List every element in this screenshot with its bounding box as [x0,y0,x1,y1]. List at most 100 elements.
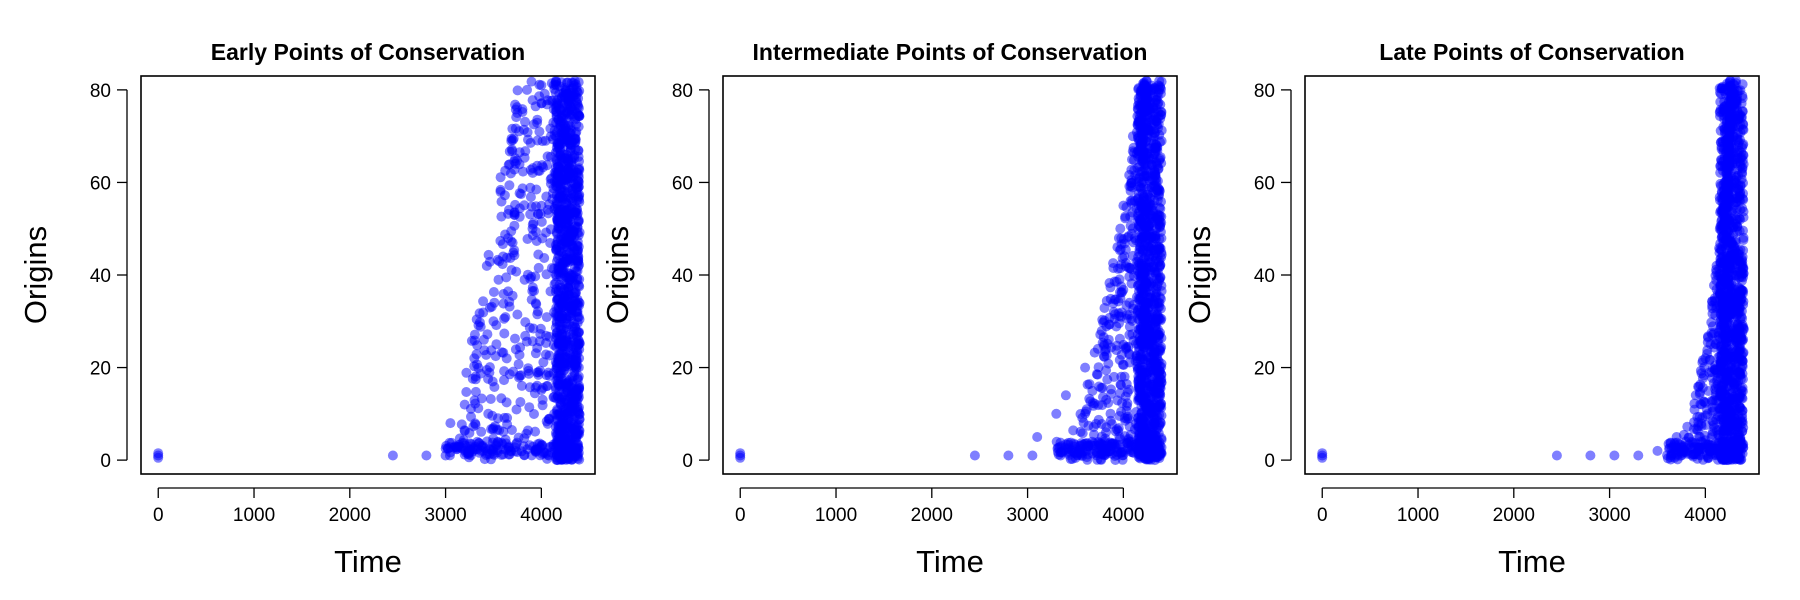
data-point [478,296,489,307]
y-axis-label: Origins [18,226,53,324]
data-point [1735,204,1746,215]
points-group [153,76,585,466]
data-point [1108,307,1119,317]
data-point [533,262,544,273]
data-point [501,397,512,408]
data-point [526,76,537,87]
data-point [573,77,584,88]
data-point [1139,268,1150,279]
data-point [487,376,498,387]
data-point [1152,355,1163,365]
data-point [464,428,475,438]
data-point [507,290,518,301]
data-point [559,379,570,390]
y-tick-label: 60 [1254,173,1275,194]
data-point [735,448,746,459]
chart-title: Early Points of Conservation [211,39,525,65]
data-point [485,394,496,404]
data-point [541,312,552,323]
data-point [536,216,547,227]
data-point [540,349,551,360]
data-point [479,443,490,454]
data-point [514,370,525,381]
data-point [570,201,581,212]
data-point [563,290,573,300]
data-point [1722,186,1733,197]
data-point [1696,399,1707,410]
data-point [1134,150,1145,161]
y-tick-label: 40 [90,266,111,287]
data-point [522,84,532,95]
data-point [556,437,567,448]
data-point [1133,293,1144,304]
data-point [1027,450,1038,461]
data-point [573,145,584,156]
data-point [561,205,572,216]
data-point [1137,362,1148,373]
x-tick-label: 0 [153,505,164,526]
data-point [560,341,571,352]
data-point [472,436,483,447]
data-point [550,87,561,98]
x-axis-label: Time [1498,544,1566,579]
data-point [1138,196,1149,207]
data-point [1134,286,1144,297]
data-point [537,160,547,171]
data-point [515,397,526,407]
data-point [1148,439,1159,450]
data-point [1716,444,1727,455]
data-point [507,237,518,248]
data-point [469,361,480,372]
data-point [1091,418,1102,429]
data-point [1135,116,1146,127]
data-point [1115,287,1125,298]
data-point [484,367,495,378]
data-point [1088,400,1099,411]
data-point [1051,408,1062,419]
data-point [1725,415,1736,426]
y-tick-label: 80 [90,81,111,102]
data-point [1126,278,1137,289]
data-point [467,373,478,384]
data-point [1074,441,1085,452]
data-point [555,147,566,158]
data-point [1114,245,1125,256]
data-point [1102,374,1113,385]
data-point [1154,292,1165,303]
data-point [1718,210,1729,221]
data-point [1715,357,1726,368]
data-point [1116,371,1127,382]
data-point [1154,189,1164,200]
data-point [1732,164,1743,175]
data-point [550,240,561,250]
data-point [555,222,566,233]
data-point [1137,424,1147,435]
data-point [467,446,478,457]
data-point [1715,411,1726,422]
data-point [525,192,536,202]
data-point [466,335,477,346]
data-point [1731,270,1741,281]
chart-title: Late Points of Conservation [1379,39,1684,65]
data-point [522,269,533,280]
data-point [516,380,527,391]
data-point [572,240,582,251]
data-point [565,442,576,453]
data-point [523,134,533,145]
data-point [561,419,572,430]
data-point [501,272,512,283]
data-point [488,287,499,297]
data-point [1711,260,1722,271]
data-point [1032,432,1043,442]
data-point [459,399,470,410]
data-point [1731,403,1742,414]
data-point [445,418,456,429]
data-point [498,251,509,262]
data-point [574,414,585,425]
x-tick-label: 3000 [1588,505,1630,526]
data-point [499,328,510,339]
data-point [1720,338,1731,349]
data-point [506,425,517,435]
data-point [1692,412,1703,422]
data-point [450,441,461,452]
